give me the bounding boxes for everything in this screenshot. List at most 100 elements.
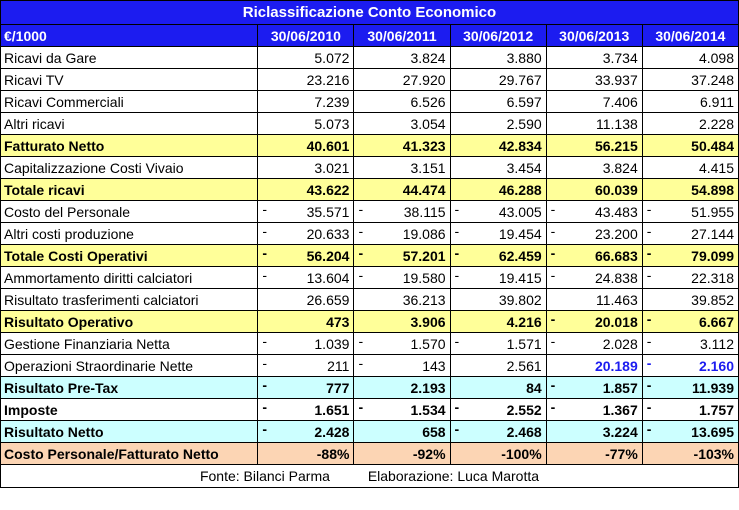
value-text: 56.204 (306, 247, 350, 264)
value-cell: - 66.683 (545, 244, 643, 267)
value-text: 62.459 (498, 247, 542, 264)
value-text: 38.115 (403, 203, 446, 220)
value-cell: - 2.552 (449, 398, 547, 421)
value-text: 2.468 (506, 423, 542, 440)
value-text: 20.633 (306, 225, 350, 242)
value-cell: 46.288 (449, 178, 547, 201)
year-header: 30/06/2013 (545, 24, 643, 47)
table-row: Ammortamento diritti calciatori -13.604-1… (0, 266, 739, 289)
value-cell: 26.659 (257, 288, 355, 311)
value-cell: - 1.651 (257, 398, 355, 421)
value-cell: - 19.580 (353, 266, 451, 289)
value-cell: 54.898 (641, 178, 739, 201)
table-row: Totale ricavi 43.622 44.474 46.288 60.039 54.… (0, 178, 739, 201)
value-text: 54.898 (691, 181, 734, 198)
value-cell: 41.323 (353, 134, 451, 157)
negative-sign: - (550, 333, 556, 350)
value-text: 84 (526, 379, 542, 396)
value-text: -77% (605, 445, 638, 462)
value-text: 6.667 (698, 313, 734, 330)
value-text: 4.415 (698, 159, 734, 176)
value-cell: -103% (641, 442, 739, 465)
value-cell: - 1.571 (449, 332, 547, 355)
value-text: 11.463 (595, 291, 638, 308)
table-row: Costo del Personale -35.571-38.115-43.005… (0, 200, 739, 223)
value-cell: 84 (449, 376, 547, 399)
value-text: -103% (693, 445, 734, 462)
value-text: 3.054 (410, 115, 446, 132)
value-text: 6.597 (506, 93, 542, 110)
value-cell: 5.073 (257, 112, 355, 135)
table-row: Risultato Pre-Tax -777 2.193 84-1.857-11.93… (0, 376, 739, 399)
negative-sign: - (454, 399, 460, 416)
value-text: 3.734 (602, 49, 638, 66)
value-text: 37.248 (691, 71, 734, 88)
value-text: 2.160 (698, 357, 734, 374)
value-text: 29.767 (498, 71, 542, 88)
table-row: Gestione Finanziaria Netta -1.039-1.570-1… (0, 332, 739, 355)
negative-sign: - (454, 245, 460, 262)
unit-header: €/1000 (0, 24, 259, 47)
value-cell: - 2.028 (545, 332, 643, 355)
value-text: 1.571 (506, 335, 542, 352)
value-text: 3.112 (700, 335, 734, 352)
value-text: 51.955 (691, 203, 734, 220)
table-row: Operazioni Straordinarie Nette -211-143 2.… (0, 354, 739, 377)
value-cell: 3.906 (353, 310, 451, 333)
value-text: 40.601 (306, 137, 350, 154)
table-row: Risultato trasferimenti calciatori 26.659… (0, 288, 739, 311)
year-header: 30/06/2011 (353, 24, 451, 47)
value-cell: - 13.604 (257, 266, 355, 289)
title-row: Riclassificazione Conto Economico (0, 0, 739, 25)
row-label: Costo Personale/Fatturato Netto (0, 442, 259, 465)
negative-sign: - (358, 245, 364, 262)
value-cell: 11.463 (545, 288, 643, 311)
value-cell: - 57.201 (353, 244, 451, 267)
value-cell: - 1.570 (353, 332, 451, 355)
value-cell: - 2.468 (449, 420, 547, 443)
value-text: 46.288 (498, 181, 542, 198)
value-cell: 7.239 (257, 90, 355, 113)
value-cell: 56.215 (545, 134, 643, 157)
row-label: Altri costi produzione (0, 222, 259, 245)
negative-sign: - (646, 377, 652, 394)
negative-sign: - (262, 333, 267, 350)
value-cell: 3.224 (545, 420, 643, 443)
value-text: 4.098 (698, 49, 734, 66)
negative-sign: - (646, 311, 652, 328)
negative-sign: - (550, 245, 556, 262)
negative-sign: - (358, 333, 364, 350)
row-label: Risultato Pre-Tax (0, 376, 259, 399)
value-cell: - 20.633 (257, 222, 355, 245)
value-text: 27.920 (402, 71, 446, 88)
value-cell: - 2.428 (257, 420, 355, 443)
value-cell: 6.597 (449, 90, 547, 113)
value-cell: 42.834 (449, 134, 547, 157)
value-cell: - 1.757 (641, 398, 739, 421)
value-text: 43.622 (306, 181, 350, 198)
value-text: 6.911 (700, 93, 734, 110)
value-text: 2.028 (602, 335, 638, 352)
value-cell: 27.920 (353, 68, 451, 91)
row-label: Totale ricavi (0, 178, 259, 201)
footer-author: Elaborazione: Luca Marotta (367, 468, 540, 484)
value-cell: - 3.112 (641, 332, 739, 355)
value-text: -88% (316, 445, 350, 462)
value-text: 3.824 (410, 49, 446, 66)
value-cell: 20.189 (545, 354, 643, 377)
negative-sign: - (550, 223, 556, 240)
row-label: Ricavi da Gare (0, 46, 259, 69)
value-cell: 29.767 (449, 68, 547, 91)
value-cell: - 23.200 (545, 222, 643, 245)
value-text: 79.099 (691, 247, 734, 264)
value-text: 658 (422, 423, 446, 440)
table-row: Imposte -1.651-1.534-2.552-1.367-1.757 (0, 398, 739, 421)
value-text: 19.086 (402, 225, 446, 242)
table-row: Risultato Netto -2.428 658-2.468 3.224-13.6… (0, 420, 739, 443)
negative-sign: - (358, 201, 364, 218)
row-label: Gestione Finanziaria Netta (0, 332, 259, 355)
value-text: 143 (422, 357, 446, 374)
value-cell: - 38.115 (353, 200, 451, 223)
value-text: 57.201 (402, 247, 446, 264)
table-row: Ricavi TV 23.216 27.920 29.767 33.937 37.248 (0, 68, 739, 91)
